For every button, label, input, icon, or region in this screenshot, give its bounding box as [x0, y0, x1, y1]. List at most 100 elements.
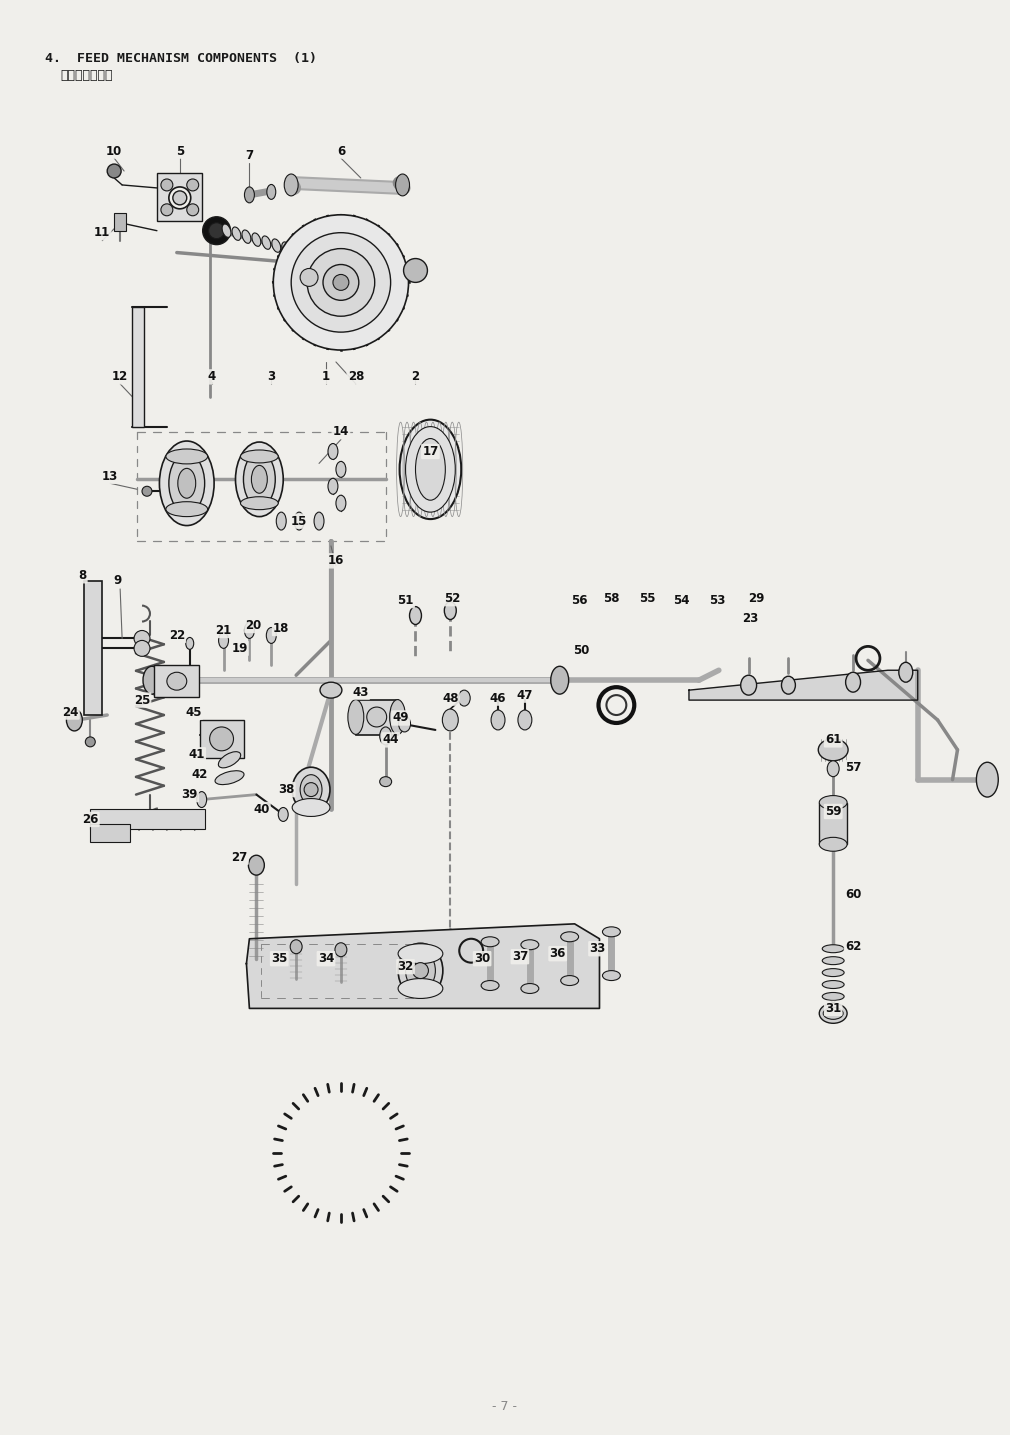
Ellipse shape	[160, 441, 214, 525]
Ellipse shape	[67, 709, 83, 730]
Text: 59: 59	[825, 805, 841, 818]
Ellipse shape	[399, 716, 410, 732]
Text: 16: 16	[328, 554, 344, 567]
Text: 15: 15	[291, 515, 307, 528]
Circle shape	[274, 215, 408, 350]
Text: 55: 55	[639, 593, 655, 606]
Text: 19: 19	[231, 641, 247, 654]
Ellipse shape	[406, 951, 435, 990]
Circle shape	[134, 640, 149, 656]
Ellipse shape	[267, 627, 277, 643]
Ellipse shape	[197, 792, 207, 808]
Text: 2: 2	[411, 370, 419, 383]
Bar	[154, 666, 199, 697]
Ellipse shape	[215, 771, 244, 785]
Text: 4: 4	[207, 370, 216, 383]
Text: 8: 8	[78, 570, 87, 583]
Ellipse shape	[262, 235, 271, 250]
Ellipse shape	[491, 710, 505, 730]
Text: 45: 45	[186, 706, 202, 719]
Circle shape	[304, 782, 318, 796]
Text: 52: 52	[444, 593, 461, 606]
Ellipse shape	[602, 970, 620, 980]
Ellipse shape	[336, 462, 345, 478]
Text: 14: 14	[332, 425, 349, 438]
Text: 38: 38	[278, 784, 294, 796]
Bar	[84, 581, 102, 715]
Text: 60: 60	[845, 887, 862, 901]
Ellipse shape	[822, 993, 844, 1000]
Text: 47: 47	[517, 689, 533, 702]
Text: 24: 24	[63, 706, 79, 719]
Circle shape	[134, 630, 149, 646]
Ellipse shape	[400, 419, 462, 519]
Ellipse shape	[740, 676, 756, 695]
Ellipse shape	[240, 497, 278, 509]
Text: 36: 36	[549, 947, 566, 960]
Circle shape	[187, 204, 199, 215]
Text: 18: 18	[273, 621, 290, 636]
Ellipse shape	[178, 468, 196, 498]
Text: 26: 26	[82, 814, 99, 827]
Ellipse shape	[347, 700, 364, 735]
Ellipse shape	[167, 672, 187, 690]
Ellipse shape	[977, 762, 998, 796]
Ellipse shape	[819, 795, 847, 809]
Ellipse shape	[442, 709, 459, 730]
Circle shape	[367, 707, 387, 728]
Text: 25: 25	[133, 693, 150, 706]
Ellipse shape	[396, 174, 409, 197]
Ellipse shape	[251, 465, 268, 494]
Text: 33: 33	[590, 943, 606, 956]
Ellipse shape	[822, 969, 844, 977]
Ellipse shape	[294, 512, 304, 530]
Text: 27: 27	[231, 851, 247, 864]
Text: 10: 10	[106, 145, 122, 158]
Ellipse shape	[218, 752, 240, 768]
Ellipse shape	[243, 452, 276, 507]
Text: 32: 32	[397, 960, 414, 973]
Circle shape	[210, 728, 233, 751]
Ellipse shape	[459, 690, 471, 706]
Bar	[114, 212, 126, 231]
Ellipse shape	[244, 187, 255, 202]
Ellipse shape	[169, 187, 191, 210]
Ellipse shape	[390, 700, 406, 735]
Text: 46: 46	[490, 692, 506, 705]
Ellipse shape	[380, 728, 392, 745]
Text: 43: 43	[352, 686, 369, 699]
Ellipse shape	[328, 478, 338, 494]
Ellipse shape	[561, 976, 579, 986]
Circle shape	[307, 248, 375, 316]
Text: 3: 3	[268, 370, 276, 383]
Text: 17: 17	[422, 445, 438, 458]
Ellipse shape	[409, 607, 421, 624]
Ellipse shape	[818, 739, 848, 761]
Text: 35: 35	[271, 953, 288, 966]
Ellipse shape	[899, 663, 913, 682]
Ellipse shape	[782, 676, 796, 695]
Ellipse shape	[272, 240, 281, 253]
Ellipse shape	[406, 426, 456, 512]
Ellipse shape	[242, 230, 250, 244]
Circle shape	[203, 217, 230, 244]
Ellipse shape	[444, 601, 457, 620]
Ellipse shape	[244, 623, 255, 639]
Ellipse shape	[398, 944, 442, 964]
Ellipse shape	[819, 1003, 847, 1023]
Ellipse shape	[166, 502, 208, 517]
Ellipse shape	[169, 453, 205, 514]
Ellipse shape	[186, 637, 194, 650]
Circle shape	[323, 264, 359, 300]
Ellipse shape	[166, 449, 208, 464]
Text: 20: 20	[245, 618, 262, 631]
Ellipse shape	[822, 980, 844, 989]
Text: 37: 37	[512, 950, 528, 963]
Bar	[90, 809, 205, 829]
Ellipse shape	[602, 927, 620, 937]
Ellipse shape	[550, 666, 569, 695]
Ellipse shape	[819, 838, 847, 851]
Circle shape	[412, 963, 428, 979]
Text: 44: 44	[383, 733, 399, 746]
Ellipse shape	[822, 944, 844, 953]
